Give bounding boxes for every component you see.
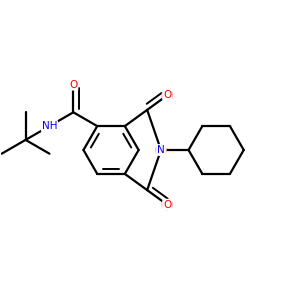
Text: O: O — [163, 90, 171, 100]
Circle shape — [162, 90, 172, 101]
Text: N: N — [157, 145, 165, 155]
Circle shape — [156, 145, 166, 155]
Text: O: O — [69, 80, 77, 90]
Circle shape — [162, 200, 172, 210]
Text: NH: NH — [42, 121, 57, 131]
Text: O: O — [163, 200, 171, 210]
